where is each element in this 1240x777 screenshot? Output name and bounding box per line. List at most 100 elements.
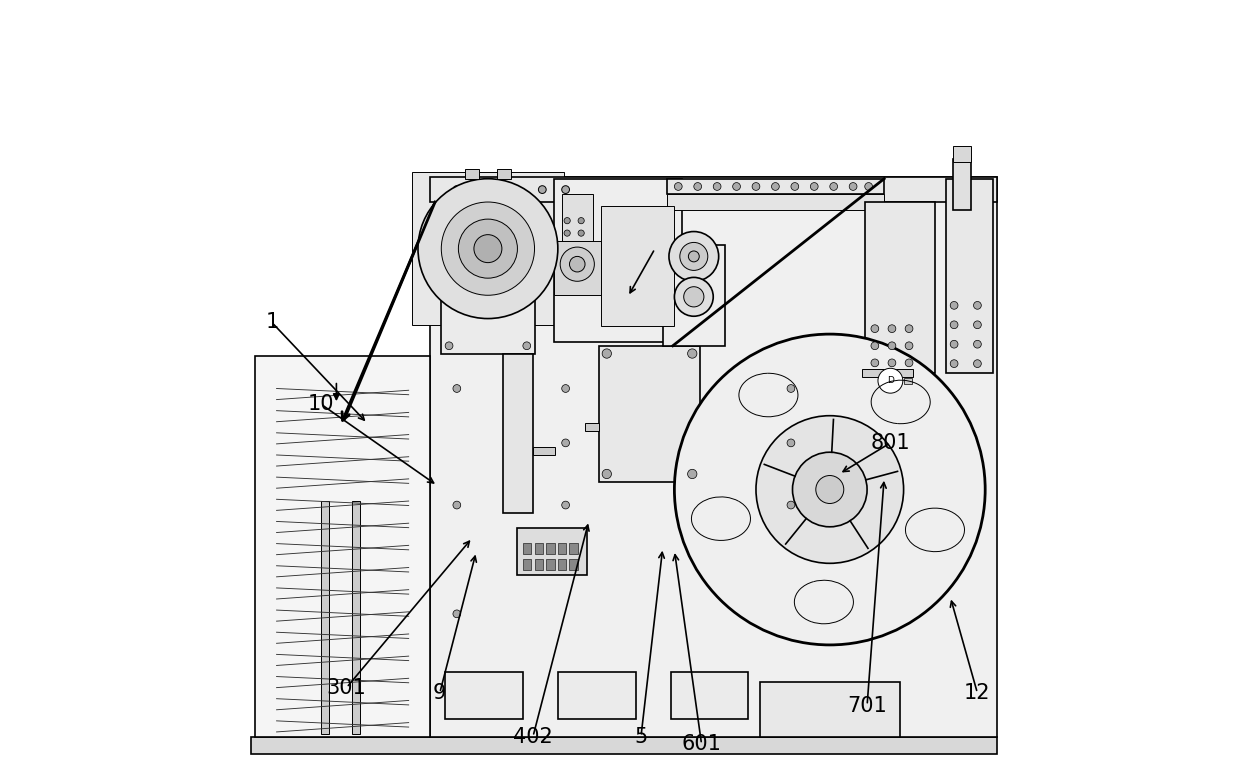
Circle shape	[811, 183, 818, 190]
Text: 801: 801	[870, 433, 910, 453]
Bar	[523, 559, 532, 570]
Circle shape	[787, 439, 795, 447]
Circle shape	[870, 325, 879, 333]
Bar	[585, 423, 599, 431]
Bar	[882, 378, 889, 384]
Bar	[667, 194, 884, 210]
Text: 701: 701	[847, 695, 887, 716]
Bar	[864, 202, 935, 373]
Bar	[599, 346, 701, 482]
Circle shape	[950, 321, 959, 329]
Circle shape	[523, 342, 531, 350]
Circle shape	[888, 359, 895, 367]
Circle shape	[668, 232, 719, 281]
Circle shape	[441, 202, 534, 295]
Bar	[562, 194, 593, 241]
Circle shape	[688, 349, 697, 358]
Circle shape	[453, 610, 461, 618]
Bar	[412, 172, 564, 325]
Bar	[554, 179, 682, 342]
Circle shape	[733, 183, 740, 190]
Bar	[558, 672, 636, 719]
Bar	[534, 559, 543, 570]
Circle shape	[888, 342, 895, 350]
Circle shape	[675, 277, 713, 316]
Circle shape	[418, 179, 558, 319]
Circle shape	[753, 183, 760, 190]
Bar	[533, 447, 554, 455]
Bar	[569, 559, 578, 570]
Circle shape	[564, 218, 570, 224]
Circle shape	[878, 368, 903, 393]
Circle shape	[792, 452, 867, 527]
Bar	[250, 737, 997, 754]
Bar	[445, 672, 523, 719]
Circle shape	[816, 476, 843, 503]
Bar	[760, 682, 900, 737]
Circle shape	[973, 360, 981, 368]
Text: 402: 402	[513, 726, 553, 747]
Circle shape	[791, 183, 799, 190]
Circle shape	[973, 321, 981, 329]
Bar	[546, 559, 554, 570]
Circle shape	[675, 183, 682, 190]
Circle shape	[713, 183, 720, 190]
Bar	[946, 179, 993, 373]
Circle shape	[560, 247, 594, 281]
Bar	[662, 245, 725, 346]
Circle shape	[870, 359, 879, 367]
Bar	[667, 179, 884, 194]
Bar	[952, 159, 971, 210]
Circle shape	[445, 342, 453, 350]
Circle shape	[445, 256, 453, 264]
Circle shape	[787, 501, 795, 509]
Circle shape	[474, 235, 502, 263]
Bar	[558, 543, 567, 554]
Bar	[429, 177, 997, 202]
Bar	[671, 672, 748, 719]
Bar	[534, 543, 543, 554]
Circle shape	[950, 340, 959, 348]
Circle shape	[905, 342, 913, 350]
Circle shape	[476, 186, 484, 193]
Circle shape	[507, 186, 515, 193]
Circle shape	[562, 439, 569, 447]
Circle shape	[680, 242, 708, 270]
Text: 5: 5	[635, 726, 647, 747]
Bar	[546, 543, 554, 554]
Circle shape	[771, 183, 779, 190]
Text: 301: 301	[326, 678, 366, 698]
Circle shape	[453, 501, 461, 509]
Bar	[429, 177, 997, 737]
Circle shape	[787, 385, 795, 392]
Circle shape	[603, 469, 611, 479]
Circle shape	[562, 501, 569, 509]
Bar	[554, 241, 600, 295]
Circle shape	[562, 385, 569, 392]
Text: 9: 9	[433, 683, 446, 703]
Circle shape	[870, 342, 879, 350]
Text: D: D	[887, 376, 894, 385]
Circle shape	[564, 230, 570, 236]
Bar	[558, 559, 567, 570]
Circle shape	[538, 186, 546, 193]
Circle shape	[973, 301, 981, 309]
Bar	[863, 369, 913, 377]
Bar	[497, 169, 511, 179]
Circle shape	[453, 385, 461, 392]
Circle shape	[973, 340, 981, 348]
Circle shape	[756, 416, 904, 563]
Text: 10: 10	[308, 394, 334, 414]
Circle shape	[603, 349, 611, 358]
Bar	[321, 501, 329, 734]
Circle shape	[675, 334, 986, 645]
Text: 12: 12	[965, 683, 991, 703]
Bar	[952, 146, 971, 162]
Circle shape	[830, 183, 837, 190]
Circle shape	[569, 256, 585, 272]
Circle shape	[950, 360, 959, 368]
Circle shape	[578, 230, 584, 236]
Text: 1: 1	[265, 312, 279, 333]
Circle shape	[523, 256, 531, 264]
Circle shape	[888, 325, 895, 333]
